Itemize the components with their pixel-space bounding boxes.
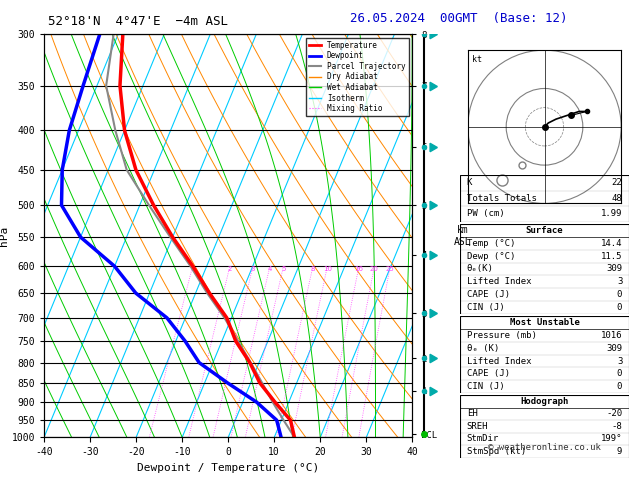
Text: StmSpd (kt): StmSpd (kt) — [467, 447, 526, 456]
Text: kt: kt — [472, 54, 482, 64]
Text: 3: 3 — [251, 266, 255, 272]
Text: 0: 0 — [617, 303, 622, 312]
Text: 22: 22 — [611, 178, 622, 188]
Text: 309: 309 — [606, 264, 622, 274]
Text: 14.4: 14.4 — [601, 239, 622, 247]
Text: © weatheronline.co.uk: © weatheronline.co.uk — [488, 443, 601, 452]
Y-axis label: hPa: hPa — [0, 226, 9, 246]
Text: 4: 4 — [268, 266, 272, 272]
Text: Surface: Surface — [526, 226, 564, 235]
Text: Most Unstable: Most Unstable — [509, 318, 579, 327]
Text: CIN (J): CIN (J) — [467, 382, 504, 391]
Text: 8: 8 — [311, 266, 315, 272]
Text: 52°18'N  4°47'E  −4m ASL: 52°18'N 4°47'E −4m ASL — [48, 16, 228, 28]
Text: Hodograph: Hodograph — [520, 397, 569, 406]
Text: 199°: 199° — [601, 434, 622, 443]
Text: Pressure (mb): Pressure (mb) — [467, 331, 537, 340]
Text: 0: 0 — [617, 382, 622, 391]
Text: Lifted Index: Lifted Index — [467, 278, 532, 286]
Text: 1: 1 — [191, 266, 195, 272]
Text: 16: 16 — [355, 266, 364, 272]
Text: 1016: 1016 — [601, 331, 622, 340]
Legend: Temperature, Dewpoint, Parcel Trajectory, Dry Adiabat, Wet Adiabat, Isotherm, Mi: Temperature, Dewpoint, Parcel Trajectory… — [306, 38, 408, 116]
Text: 11.5: 11.5 — [601, 252, 622, 260]
Text: PW (cm): PW (cm) — [467, 209, 504, 218]
Text: EH: EH — [467, 409, 477, 418]
Text: 20: 20 — [370, 266, 379, 272]
Text: Totals Totals: Totals Totals — [467, 194, 537, 203]
Text: CAPE (J): CAPE (J) — [467, 291, 509, 299]
Text: CAPE (J): CAPE (J) — [467, 369, 509, 379]
Text: -20: -20 — [606, 409, 622, 418]
Text: StmDir: StmDir — [467, 434, 499, 443]
Text: -8: -8 — [611, 422, 622, 431]
Text: Temp (°C): Temp (°C) — [467, 239, 515, 247]
Text: Lifted Index: Lifted Index — [467, 357, 532, 365]
Text: θₑ (K): θₑ (K) — [467, 344, 499, 353]
Text: 5: 5 — [281, 266, 286, 272]
Text: 26.05.2024  00GMT  (Base: 12): 26.05.2024 00GMT (Base: 12) — [350, 12, 568, 25]
X-axis label: Dewpoint / Temperature (°C): Dewpoint / Temperature (°C) — [137, 463, 320, 473]
Text: 3: 3 — [617, 278, 622, 286]
Text: 3: 3 — [617, 357, 622, 365]
Text: θₑ(K): θₑ(K) — [467, 264, 494, 274]
Text: 25: 25 — [386, 266, 394, 272]
Y-axis label: km
ASL: km ASL — [454, 225, 471, 246]
Text: 2: 2 — [228, 266, 232, 272]
Text: Dewp (°C): Dewp (°C) — [467, 252, 515, 260]
Text: 1.99: 1.99 — [601, 209, 622, 218]
Text: 48: 48 — [611, 194, 622, 203]
Text: SREH: SREH — [467, 422, 488, 431]
Text: K: K — [467, 178, 472, 188]
Text: 10: 10 — [323, 266, 332, 272]
Text: CIN (J): CIN (J) — [467, 303, 504, 312]
Text: 0: 0 — [617, 369, 622, 379]
Text: 0: 0 — [617, 291, 622, 299]
Text: 9: 9 — [617, 447, 622, 456]
Text: 309: 309 — [606, 344, 622, 353]
